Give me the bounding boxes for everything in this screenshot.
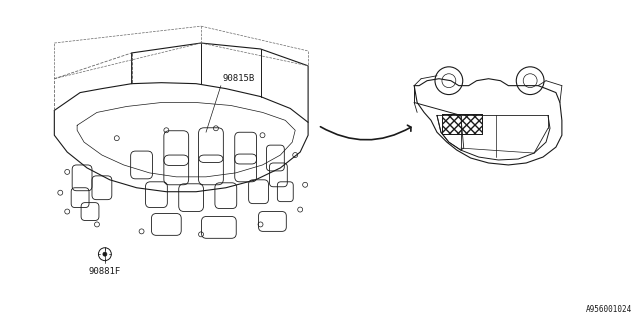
Text: A956001024: A956001024 (586, 305, 632, 314)
Text: 90815B: 90815B (223, 74, 255, 83)
Bar (442, 114, 481, 134)
Circle shape (103, 252, 107, 256)
Bar (442, 114, 481, 134)
Text: 90881F: 90881F (89, 267, 121, 276)
